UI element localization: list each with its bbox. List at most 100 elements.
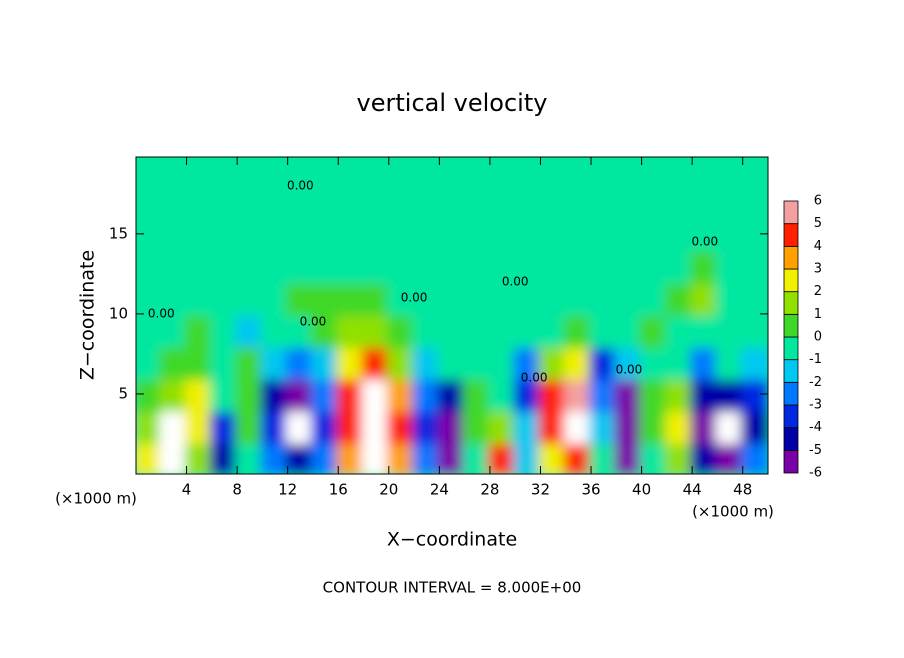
field-cell bbox=[184, 247, 214, 284]
x-tick-label: 40 bbox=[632, 481, 651, 499]
field-cell bbox=[563, 375, 594, 412]
field-cell bbox=[361, 407, 391, 444]
field-cell bbox=[664, 311, 695, 348]
field-cell bbox=[664, 375, 695, 412]
field-cell bbox=[260, 375, 290, 412]
field-cell bbox=[285, 215, 315, 252]
field-cell bbox=[361, 439, 391, 474]
field-cell bbox=[412, 375, 442, 412]
field-cell bbox=[614, 343, 644, 380]
field-cell bbox=[285, 407, 315, 444]
colorbar-label: 4 bbox=[814, 239, 822, 254]
field-cells bbox=[136, 157, 768, 474]
colorbar-band bbox=[783, 223, 799, 247]
field-cell bbox=[538, 439, 568, 474]
field-cell bbox=[740, 183, 768, 220]
x-tick-label: 48 bbox=[733, 481, 752, 499]
colorbar-band bbox=[783, 200, 799, 225]
field-cell bbox=[209, 183, 240, 220]
x-axis-label: X−coordinate bbox=[387, 529, 517, 551]
field-cell bbox=[639, 407, 669, 444]
y-unit: (×1000 m) bbox=[55, 490, 137, 508]
field-cell bbox=[715, 439, 745, 474]
x-tick-label: 20 bbox=[379, 481, 398, 499]
field-cell bbox=[285, 279, 315, 316]
field-cell bbox=[184, 407, 214, 444]
field-cell bbox=[664, 215, 695, 252]
field-cell bbox=[412, 439, 442, 474]
field-cell bbox=[235, 343, 265, 380]
field-cell bbox=[715, 279, 745, 316]
field-cell bbox=[336, 439, 366, 474]
field-cell bbox=[285, 375, 315, 412]
field-cell bbox=[235, 375, 265, 412]
field-cell bbox=[184, 375, 214, 412]
field-cell bbox=[260, 311, 290, 348]
field-cell bbox=[412, 157, 442, 188]
field-cell bbox=[336, 247, 366, 284]
field-cell bbox=[437, 157, 467, 188]
field-cell bbox=[412, 279, 442, 316]
field-cell bbox=[589, 375, 619, 412]
field-cell bbox=[614, 215, 644, 252]
field-cell bbox=[136, 407, 164, 444]
field-cell bbox=[614, 157, 644, 188]
y-tick-label: 5 bbox=[118, 384, 128, 402]
field-cell bbox=[235, 407, 265, 444]
colorbar-label: -2 bbox=[809, 375, 822, 390]
field-cell bbox=[260, 183, 290, 220]
field-cell bbox=[487, 215, 518, 252]
overlay: 0.000.000.000.000.000.000.000.004 8 12 16 20… bbox=[109, 156, 822, 499]
contour-label: 0.00 bbox=[287, 178, 314, 192]
field-cell bbox=[412, 407, 442, 444]
field-cell bbox=[614, 375, 644, 412]
field-cell bbox=[538, 183, 568, 220]
contour-label: 0.00 bbox=[521, 370, 548, 384]
field-cell bbox=[740, 279, 768, 316]
field-cell bbox=[336, 375, 366, 412]
field-cell bbox=[513, 375, 543, 412]
field-cell bbox=[589, 157, 619, 188]
field-cell bbox=[487, 375, 518, 412]
field-cell bbox=[136, 311, 164, 348]
field-cell bbox=[437, 279, 467, 316]
field-cell bbox=[310, 279, 341, 316]
field-cell bbox=[336, 343, 366, 380]
field-cell bbox=[740, 343, 768, 380]
field-cell bbox=[209, 215, 240, 252]
field-cell bbox=[690, 375, 720, 412]
field-cell bbox=[538, 311, 568, 348]
field-cell bbox=[563, 343, 594, 380]
field-cell bbox=[235, 439, 265, 474]
field-cell bbox=[184, 343, 214, 380]
field-cell bbox=[740, 407, 768, 444]
field-cell bbox=[740, 247, 768, 284]
field-cell bbox=[639, 183, 669, 220]
field-cell bbox=[487, 279, 518, 316]
field-cell bbox=[136, 279, 164, 316]
field-cell bbox=[184, 439, 214, 474]
field-cell bbox=[715, 375, 745, 412]
field-cell bbox=[386, 247, 417, 284]
field-cell bbox=[260, 279, 290, 316]
contour-label: 0.00 bbox=[616, 362, 643, 376]
contour-label: 0.00 bbox=[300, 314, 327, 328]
field-cell bbox=[235, 279, 265, 316]
field-cell bbox=[159, 247, 189, 284]
field-cell bbox=[487, 343, 518, 380]
field-cell bbox=[462, 375, 492, 412]
field-cell bbox=[462, 279, 492, 316]
field-cell bbox=[664, 157, 695, 188]
field-cell bbox=[209, 407, 240, 444]
chart-title: vertical velocity bbox=[357, 89, 548, 117]
field-cell bbox=[136, 439, 164, 474]
field-cell bbox=[614, 311, 644, 348]
x-tick-label: 12 bbox=[278, 481, 297, 499]
field-cell bbox=[639, 279, 669, 316]
colorbar-label: -4 bbox=[809, 420, 822, 435]
field-cell bbox=[209, 247, 240, 284]
field-cell bbox=[639, 375, 669, 412]
field-cell bbox=[487, 157, 518, 188]
field-cell bbox=[285, 343, 315, 380]
